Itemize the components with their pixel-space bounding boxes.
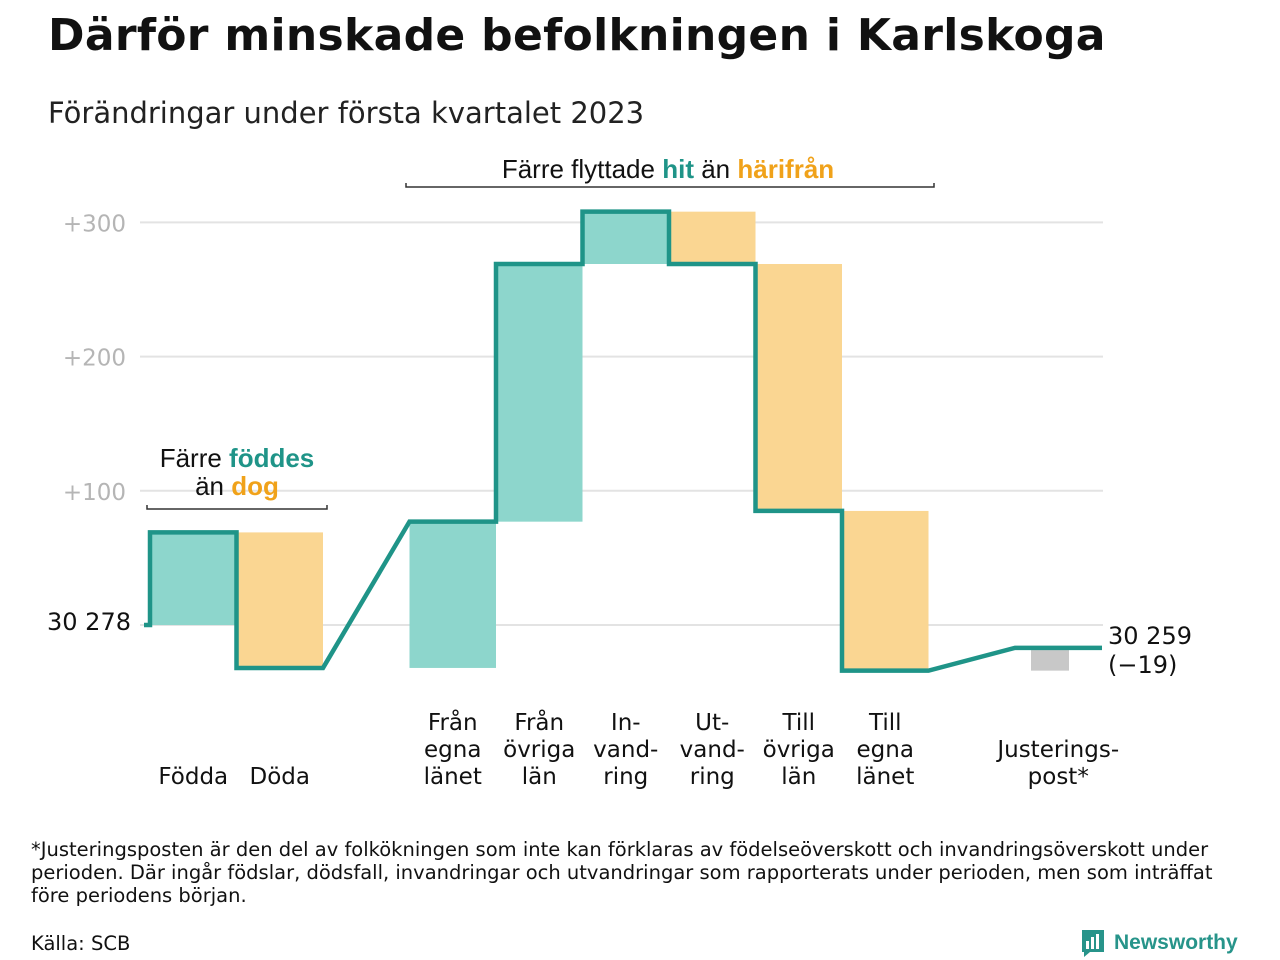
waterfall-chart: +100 +200 +300 Födda Döda Från egna länet Från ö…: [47, 154, 1192, 790]
y-tick-label: +300: [63, 211, 126, 237]
source-note: Källa: SCB: [31, 932, 131, 955]
newsworthy-logo-icon: [1082, 930, 1104, 957]
bar-from-own-county: [409, 521, 496, 668]
footnote: *Justeringsposten är den del av folkökni…: [31, 838, 1213, 907]
annotation-bracket: [405, 183, 935, 188]
newsworthy-logo: Newsworthy: [1080, 926, 1238, 960]
category-label-emigration: Ut-vand-ring: [680, 710, 745, 790]
chart-title: Därför minskade befolkningen i Karlskoga: [48, 10, 1106, 61]
end-value-label: 30 259: [1108, 622, 1192, 650]
annotation-births-deaths: Färre föddes: [160, 443, 315, 473]
end-change-label: (−19): [1108, 651, 1177, 679]
category-label-births: Födda: [158, 764, 228, 790]
bar-adjustment: [1031, 647, 1069, 671]
y-tick-label: +200: [63, 346, 126, 372]
y-tick-label: +100: [63, 480, 126, 506]
category-label-deaths: Döda: [250, 764, 310, 790]
annotation-births-deaths: än dog: [195, 471, 279, 501]
category-label-to-other-counties: Till övriga län: [763, 710, 835, 790]
bar-immigration: [582, 211, 669, 265]
bar-births: [150, 532, 237, 625]
bar-from-other-counties: [496, 264, 583, 522]
annotation-migration: Färre flyttade hit än härifrån: [502, 154, 834, 184]
category-label-immigration: In-vand-ring: [593, 710, 658, 790]
category-label-adjustment: Justerings-post*: [995, 737, 1119, 790]
annotation-bracket: [146, 505, 328, 510]
bar-to-other-counties: [755, 264, 842, 511]
start-value-label: 30 278: [47, 608, 131, 636]
bar-to-own-county: [842, 510, 929, 671]
bar-deaths: [236, 532, 323, 668]
logo-text: Newsworthy: [1114, 931, 1238, 954]
category-label-from-own-county: Från egna länet: [424, 708, 482, 790]
bar-emigration: [669, 211, 756, 265]
chart-subtitle: Förändringar under första kvartalet 2023: [48, 96, 645, 130]
category-label-from-other-counties: Från övriga län: [503, 708, 575, 790]
level-line: [144, 209, 1102, 673]
category-label-to-own-county: Till egna länet: [856, 710, 914, 790]
